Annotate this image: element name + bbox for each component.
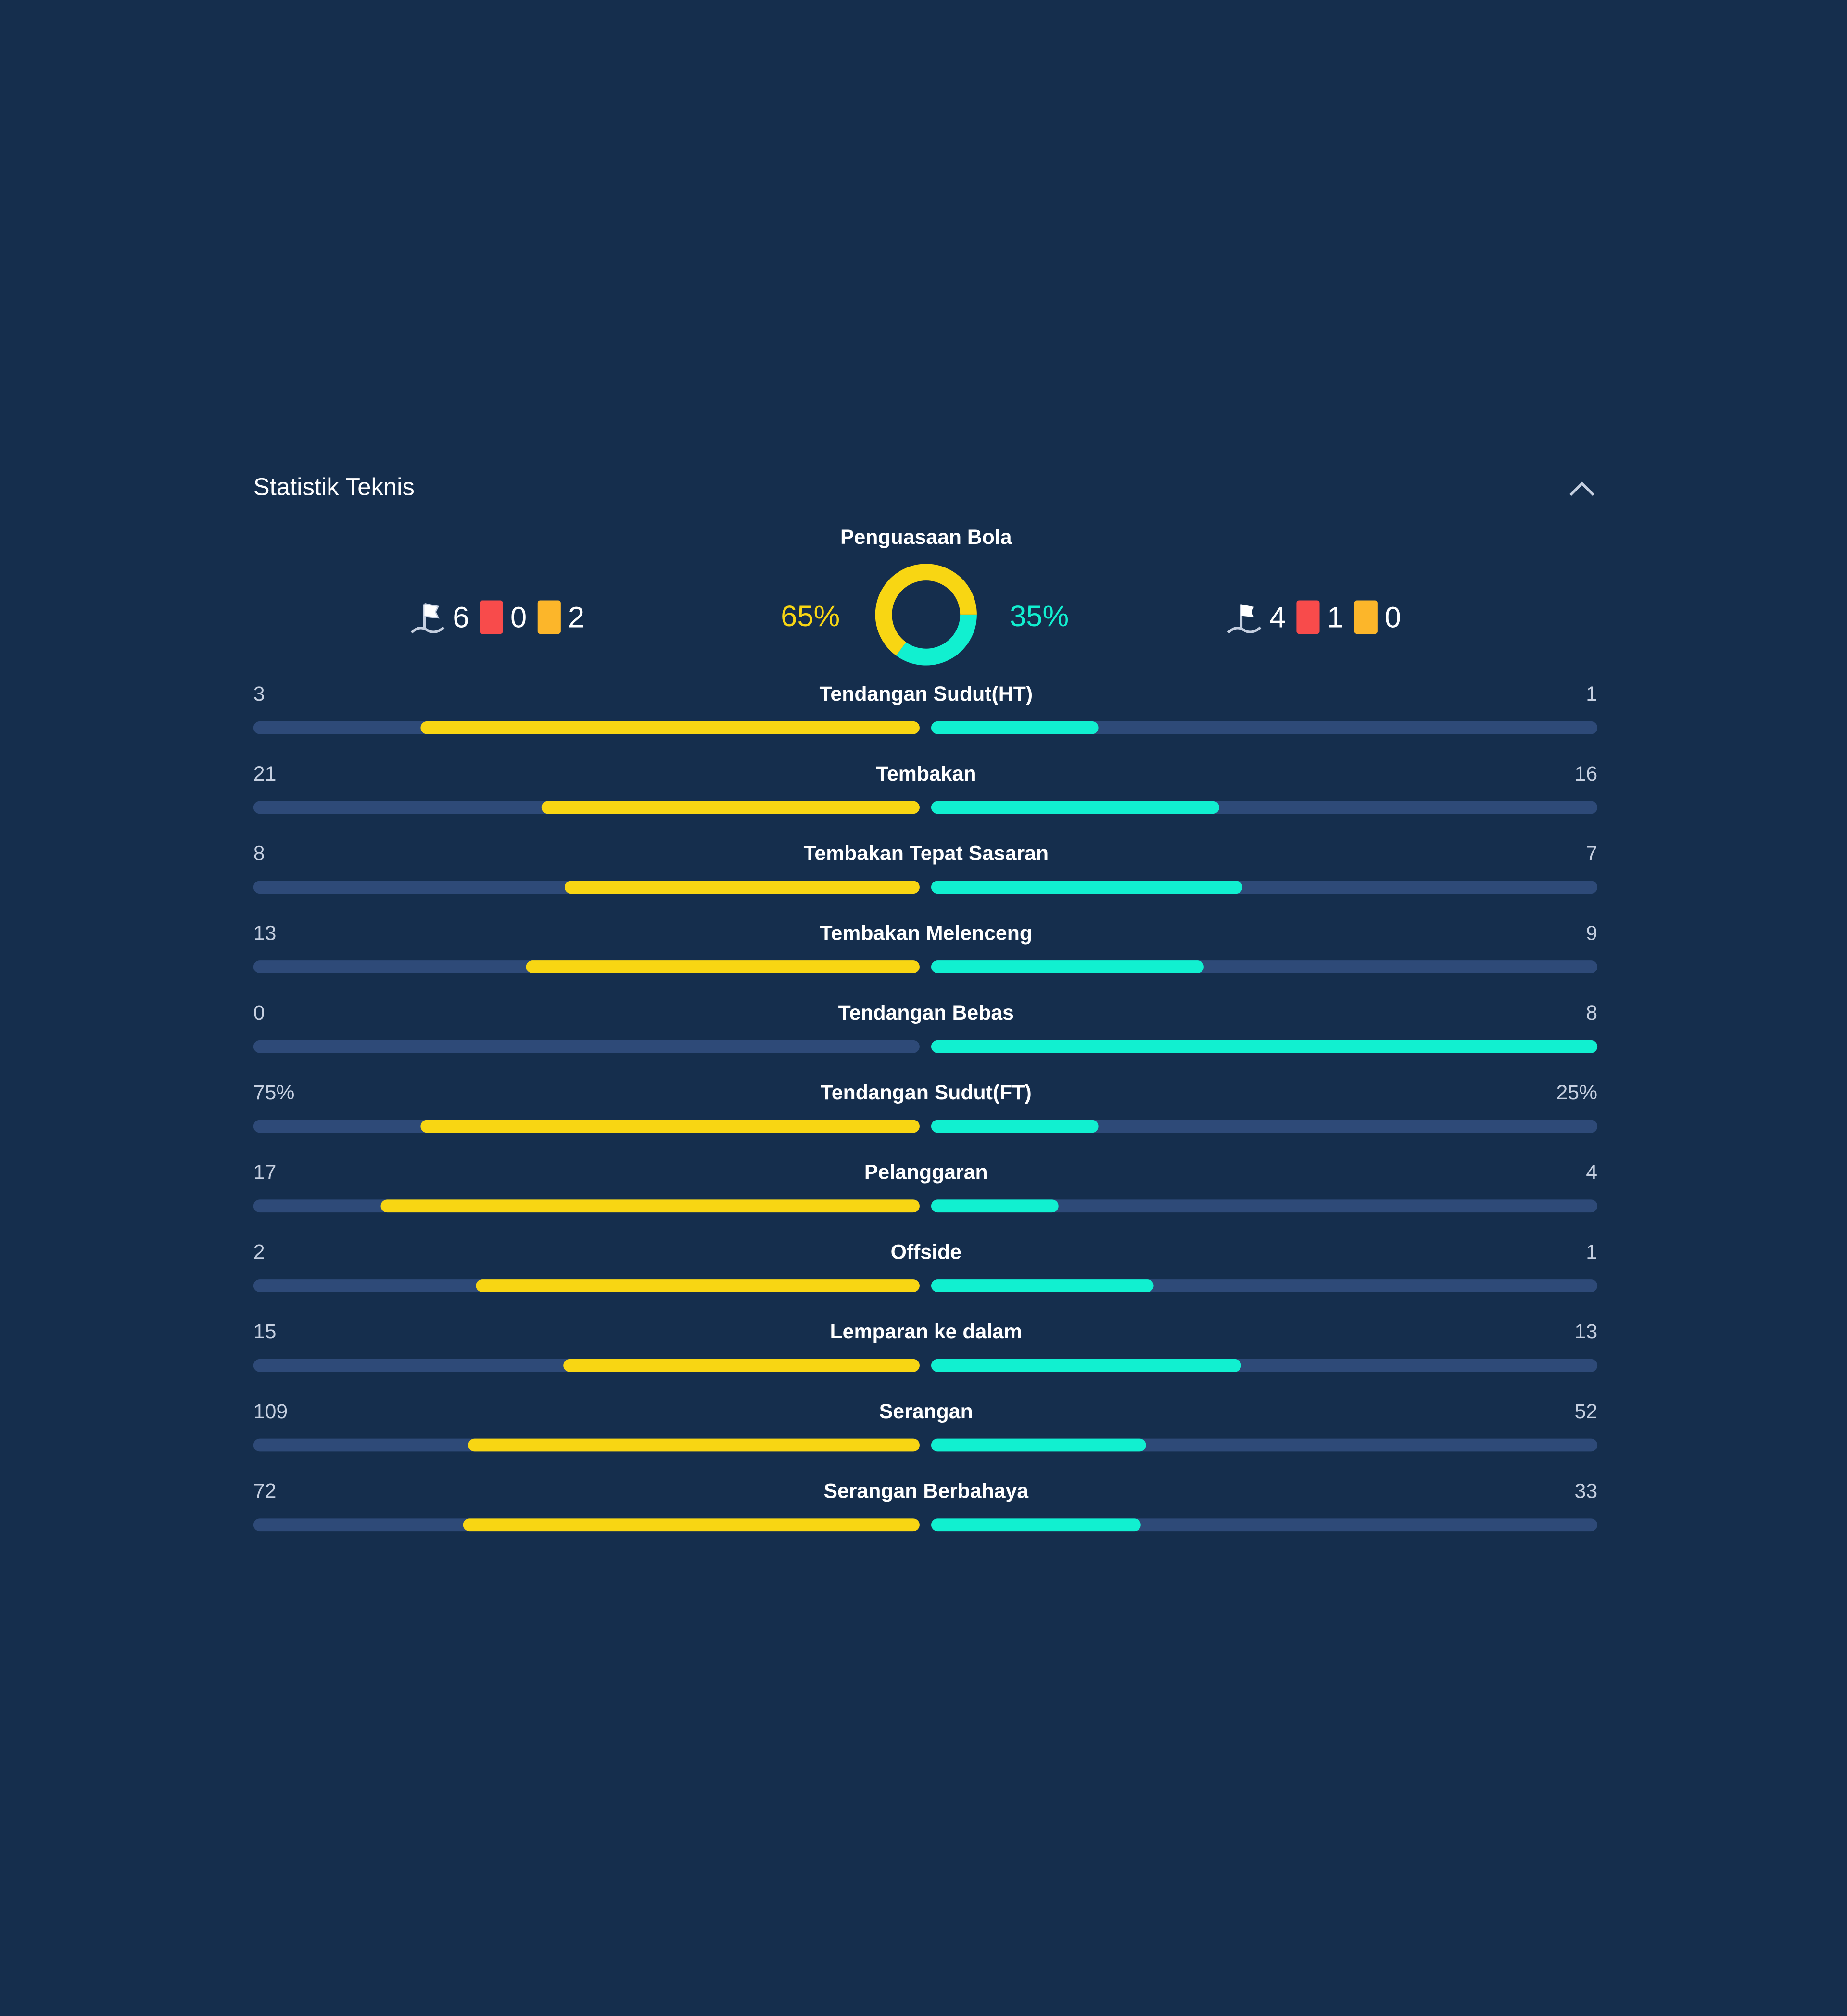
red-card-icon	[1296, 600, 1319, 634]
away-bar	[931, 721, 1098, 734]
home-possession: 65%	[781, 599, 840, 633]
stat-label: Pelanggaran	[864, 1162, 988, 1184]
yellow-card-icon	[537, 600, 560, 634]
away-value: 52	[1574, 1401, 1598, 1424]
away-red-cards: 1	[1327, 600, 1344, 633]
stat-label: Tembakan Melenceng	[820, 923, 1033, 945]
possession-donut	[875, 564, 977, 666]
home-bar	[468, 1438, 920, 1452]
away-value: 13	[1574, 1322, 1598, 1344]
home-value: 2	[253, 1242, 265, 1264]
away-value: 7	[1586, 843, 1598, 866]
away-value: 33	[1574, 1481, 1598, 1503]
home-bar	[380, 1199, 920, 1213]
away-bar	[931, 1279, 1153, 1292]
stat-label: Tembakan Tepat Sasaran	[803, 843, 1049, 866]
away-value: 1	[1586, 684, 1598, 706]
stat-label: Serangan Berbahaya	[823, 1481, 1029, 1503]
home-value: 17	[253, 1162, 277, 1184]
home-value: 72	[253, 1481, 277, 1503]
away-bar	[931, 1199, 1058, 1213]
panel-title: Statistik Teknis	[253, 474, 415, 502]
away-bar	[931, 801, 1219, 814]
away-bar	[931, 960, 1204, 973]
away-possession: 35%	[1010, 599, 1069, 633]
corner-icon	[1227, 604, 1262, 634]
away-summary: 4 1 0	[1226, 597, 1411, 638]
home-track	[253, 1040, 920, 1053]
home-value: 0	[253, 1003, 265, 1025]
away-bar	[931, 1120, 1098, 1133]
home-summary: 6 0 2	[409, 597, 595, 638]
away-value: 1	[1586, 1242, 1598, 1264]
home-bar	[562, 1359, 920, 1372]
away-value: 4	[1586, 1162, 1598, 1184]
home-value: 21	[253, 764, 277, 786]
away-bar	[931, 1438, 1147, 1452]
home-bar	[420, 1120, 920, 1133]
stat-label: Tendangan Sudut(HT)	[819, 684, 1033, 706]
home-value: 8	[253, 843, 265, 866]
home-bar	[420, 721, 920, 734]
home-red-cards: 0	[510, 600, 527, 633]
home-bar	[463, 1518, 920, 1532]
away-bar	[931, 1040, 1598, 1053]
home-value: 109	[253, 1401, 288, 1424]
home-corners: 6	[453, 600, 469, 633]
home-bar	[475, 1279, 920, 1292]
home-bar	[541, 801, 920, 814]
stat-label: Tembakan	[876, 764, 976, 786]
away-corners: 4	[1269, 600, 1286, 633]
possession-arc	[896, 614, 977, 666]
possession-label: Penguasaan Bola	[840, 527, 1012, 549]
possession-arc	[875, 564, 977, 656]
stat-label: Tendangan Sudut(FT)	[820, 1083, 1032, 1105]
home-value: 15	[253, 1322, 277, 1344]
away-value: 16	[1574, 764, 1598, 786]
home-bar	[564, 881, 920, 894]
away-value: 9	[1586, 923, 1598, 945]
away-bar	[931, 1359, 1241, 1372]
away-bar	[931, 1518, 1141, 1532]
home-bar	[526, 960, 920, 973]
home-value: 3	[253, 684, 265, 706]
home-yellow-cards: 2	[568, 600, 585, 633]
collapse-toggle[interactable]	[1567, 476, 1597, 501]
stat-label: Tendangan Bebas	[838, 1003, 1014, 1025]
corner-icon	[410, 603, 445, 634]
stat-label: Serangan	[879, 1401, 973, 1424]
red-card-icon	[479, 600, 503, 634]
stat-label: Lemparan ke dalam	[830, 1322, 1023, 1344]
home-value: 75%	[253, 1083, 295, 1105]
away-value: 25%	[1556, 1083, 1598, 1105]
yellow-card-icon	[1354, 600, 1377, 634]
away-yellow-cards: 0	[1384, 600, 1402, 633]
home-value: 13	[253, 923, 277, 945]
away-bar	[931, 881, 1242, 894]
stat-label: Offside	[890, 1242, 961, 1264]
away-value: 8	[1586, 1003, 1598, 1025]
